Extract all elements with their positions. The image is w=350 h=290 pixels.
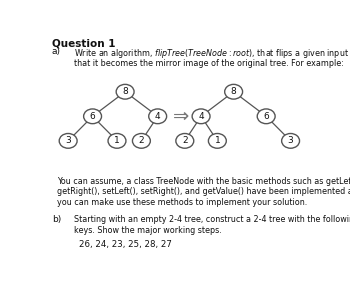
Text: you can make use these methods to implement your solution.: you can make use these methods to implem… xyxy=(57,198,308,207)
Text: 8: 8 xyxy=(122,87,128,96)
Text: 6: 6 xyxy=(90,112,96,121)
Text: 4: 4 xyxy=(155,112,161,121)
Text: 26, 24, 23, 25, 28, 27: 26, 24, 23, 25, 28, 27 xyxy=(79,240,172,249)
Circle shape xyxy=(132,133,150,148)
Text: 3: 3 xyxy=(288,136,293,145)
Text: You can assume, a class TreeNode with the basic methods such as getLeft(),: You can assume, a class TreeNode with th… xyxy=(57,177,350,186)
Text: keys. Show the major working steps.: keys. Show the major working steps. xyxy=(74,226,221,235)
Circle shape xyxy=(59,133,77,148)
Text: 8: 8 xyxy=(231,87,237,96)
Circle shape xyxy=(176,133,194,148)
Circle shape xyxy=(192,109,210,124)
Text: b): b) xyxy=(52,215,61,224)
Text: Question 1: Question 1 xyxy=(52,38,116,48)
Text: 3: 3 xyxy=(65,136,71,145)
Circle shape xyxy=(257,109,275,124)
Circle shape xyxy=(208,133,226,148)
Text: 2: 2 xyxy=(139,136,144,145)
Text: 1: 1 xyxy=(215,136,220,145)
Text: 2: 2 xyxy=(182,136,188,145)
Circle shape xyxy=(225,84,243,99)
Text: Starting with an empty 2-4 tree, construct a 2-4 tree with the following: Starting with an empty 2-4 tree, constru… xyxy=(74,215,350,224)
Text: that it becomes the mirror image of the original tree. For example:: that it becomes the mirror image of the … xyxy=(74,59,343,68)
Text: ⇒: ⇒ xyxy=(173,107,189,126)
Text: getRight(), setLeft(), setRight(), and getValue() have been implemented and: getRight(), setLeft(), setRight(), and g… xyxy=(57,187,350,196)
Circle shape xyxy=(84,109,101,124)
Circle shape xyxy=(108,133,126,148)
Circle shape xyxy=(149,109,167,124)
Text: 6: 6 xyxy=(263,112,269,121)
Text: 1: 1 xyxy=(114,136,120,145)
Circle shape xyxy=(282,133,300,148)
Circle shape xyxy=(116,84,134,99)
Text: 4: 4 xyxy=(198,112,204,121)
Text: a): a) xyxy=(52,47,61,56)
Text: Write an algorithm, $\mathit{flipTree(TreeNode : root)}$, that flips a given inp: Write an algorithm, $\mathit{flipTree(Tr… xyxy=(74,47,350,60)
